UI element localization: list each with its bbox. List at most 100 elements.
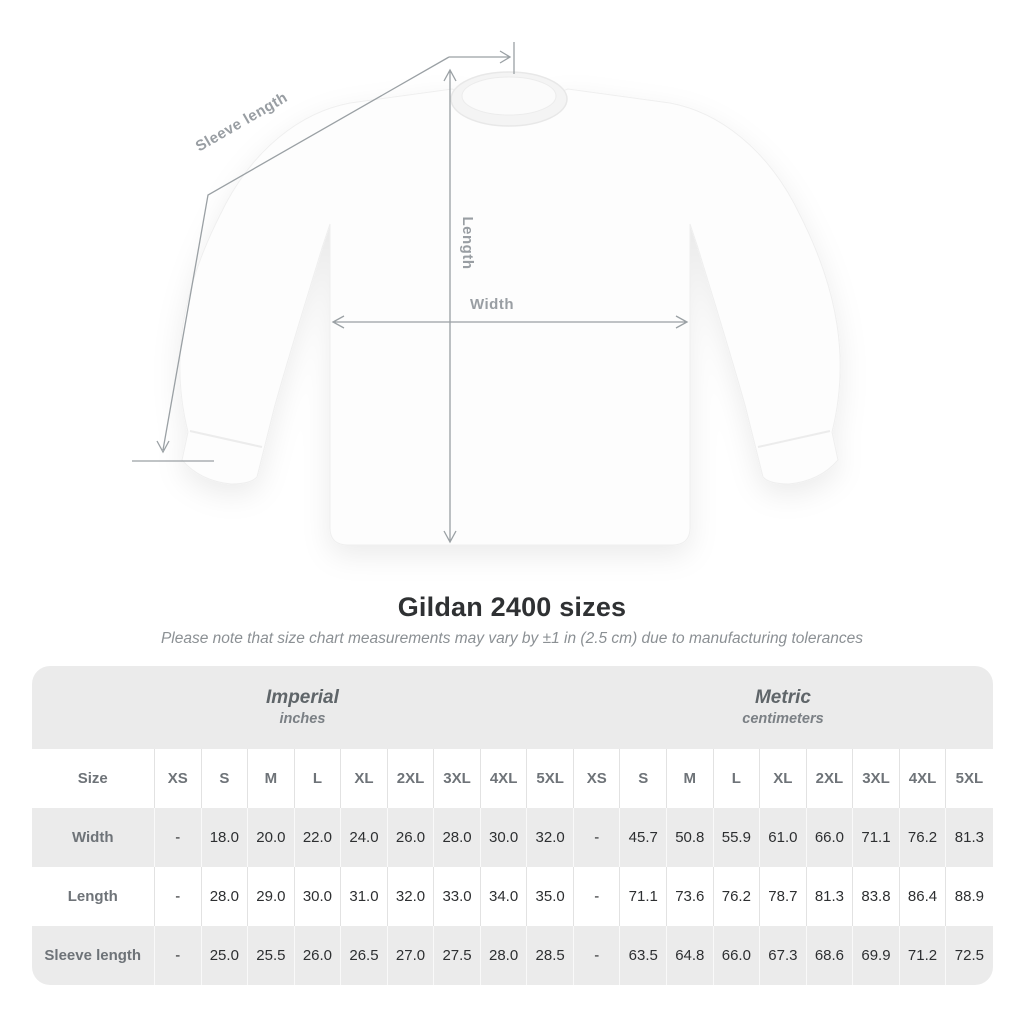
size-table: Imperial inches Metric centimeters Size … — [31, 666, 993, 985]
row-label-length: Length — [31, 867, 155, 926]
cell-width-imperial-xl: 24.0 — [340, 808, 388, 867]
shirt-illustration: Sleeve length Length Width — [132, 42, 841, 546]
cell-width-metric-3xl: 71.1 — [852, 808, 900, 867]
size-header-metric-4xl: 4XL — [898, 749, 946, 808]
width-label: Width — [470, 296, 514, 313]
size-header-metric-2xl: 2XL — [805, 749, 853, 808]
size-header-imperial-3xl: 3XL — [433, 749, 481, 808]
cell-width-imperial-xs: - — [154, 808, 202, 867]
size-header-imperial-2xl: 2XL — [386, 749, 434, 808]
cell-length-imperial-l: 30.0 — [293, 867, 341, 926]
size-header-imperial-m: M — [247, 749, 295, 808]
cell-sleeve-length-imperial-s: 25.0 — [200, 926, 248, 985]
cell-length-metric-xs: - — [572, 867, 620, 926]
size-header-imperial-4xl: 4XL — [479, 749, 527, 808]
cell-length-imperial-3xl: 33.0 — [433, 867, 481, 926]
cell-sleeve-length-imperial-5xl: 28.5 — [526, 926, 574, 985]
cell-width-metric-2xl: 66.0 — [805, 808, 853, 867]
cell-length-metric-s: 71.1 — [619, 867, 667, 926]
imperial-group-unit: inches — [279, 711, 326, 728]
cell-length-metric-xl: 78.7 — [759, 867, 807, 926]
cell-sleeve-length-imperial-4xl: 28.0 — [479, 926, 527, 985]
length-line — [443, 68, 457, 544]
right-cuff-seam — [757, 430, 831, 448]
size-header-metric-3xl: 3XL — [852, 749, 900, 808]
cell-width-imperial-4xl: 30.0 — [479, 808, 527, 867]
size-header-imperial-l: L — [293, 749, 341, 808]
cell-length-metric-4xl: 86.4 — [898, 867, 946, 926]
cell-length-metric-m: 73.6 — [666, 867, 714, 926]
unit-group-row: Imperial inches Metric centimeters — [31, 666, 993, 749]
shirt-diagram: Sleeve length Length Width — [132, 42, 841, 546]
table-row: Length -28.0 29.0 30.0 31.0 32.0 33.0 34.0 35.0-… — [31, 867, 993, 926]
length-label: Length — [459, 217, 476, 270]
size-header-metric-xs: XS — [572, 749, 620, 808]
size-header-imperial-5xl: 5XL — [526, 749, 574, 808]
size-column-header: Size — [31, 749, 155, 808]
cell-sleeve-length-metric-s: 63.5 — [619, 926, 667, 985]
size-header-metric-5xl: 5XL — [945, 749, 993, 808]
cell-length-imperial-m: 29.0 — [247, 867, 295, 926]
cell-sleeve-length-metric-2xl: 68.6 — [805, 926, 853, 985]
shirt-silhouette — [179, 88, 841, 546]
cell-sleeve-length-metric-4xl: 71.2 — [898, 926, 946, 985]
size-header-metric-l: L — [712, 749, 760, 808]
cell-width-metric-m: 50.8 — [666, 808, 714, 867]
size-header-row: Size XS S M L XL 2XL 3XL 4XL 5XL XS S M L XL 2XL 3XL 4XL… — [31, 749, 993, 808]
cell-width-metric-l: 55.9 — [712, 808, 760, 867]
sleeve-length-line — [132, 42, 515, 462]
cell-length-imperial-2xl: 32.0 — [386, 867, 434, 926]
cell-sleeve-length-metric-l: 66.0 — [712, 926, 760, 985]
cell-width-imperial-m: 20.0 — [247, 808, 295, 867]
cell-sleeve-length-imperial-2xl: 27.0 — [386, 926, 434, 985]
tolerance-note: Please note that size chart measurements… — [160, 630, 864, 647]
page-title: Gildan 2400 sizes — [397, 592, 627, 622]
size-header-imperial-s: S — [200, 749, 248, 808]
cell-sleeve-length-imperial-m: 25.5 — [247, 926, 295, 985]
metric-group-header: Metric centimeters — [573, 666, 993, 749]
table-row: Sleeve length -25.0 25.5 26.0 26.5 27.0 27.5 28… — [31, 926, 993, 985]
cell-width-metric-5xl: 81.3 — [945, 808, 993, 867]
cell-sleeve-length-imperial-xl: 26.5 — [340, 926, 388, 985]
cell-sleeve-length-metric-m: 64.8 — [666, 926, 714, 985]
row-label-sleeve-length: Sleeve length — [31, 926, 155, 985]
cell-sleeve-length-metric-5xl: 72.5 — [945, 926, 993, 985]
cell-sleeve-length-imperial-xs: - — [154, 926, 202, 985]
cell-sleeve-length-metric-xs: - — [572, 926, 620, 985]
imperial-group-name: Imperial — [266, 687, 339, 709]
cell-width-imperial-s: 18.0 — [200, 808, 248, 867]
cell-length-metric-l: 76.2 — [712, 867, 760, 926]
cell-sleeve-length-imperial-3xl: 27.5 — [433, 926, 481, 985]
cell-length-imperial-xl: 31.0 — [340, 867, 388, 926]
metric-group-unit: centimeters — [742, 711, 824, 728]
row-label-width: Width — [31, 808, 155, 867]
cell-width-imperial-l: 22.0 — [293, 808, 341, 867]
size-header-metric-xl: XL — [759, 749, 807, 808]
cell-length-metric-5xl: 88.9 — [945, 867, 993, 926]
cell-length-metric-3xl: 83.8 — [852, 867, 900, 926]
cell-length-imperial-4xl: 34.0 — [479, 867, 527, 926]
cell-width-metric-s: 45.7 — [619, 808, 667, 867]
size-header-imperial-xs: XS — [154, 749, 202, 808]
table-row: Width -18.0 20.0 22.0 24.0 26.0 28.0 30.0 32.0-4… — [31, 808, 993, 867]
cell-sleeve-length-metric-xl: 67.3 — [759, 926, 807, 985]
cell-length-imperial-s: 28.0 — [200, 867, 248, 926]
size-header-metric-s: S — [619, 749, 667, 808]
cell-length-imperial-xs: - — [154, 867, 202, 926]
metric-group-name: Metric — [754, 687, 811, 709]
title-block: Gildan 2400 sizes Please note that size … — [0, 592, 1024, 648]
shirt-collar-opening — [461, 76, 557, 116]
cell-width-imperial-5xl: 32.0 — [526, 808, 574, 867]
size-header-metric-m: M — [666, 749, 714, 808]
imperial-group-header: Imperial inches — [31, 666, 574, 749]
cell-width-imperial-3xl: 28.0 — [433, 808, 481, 867]
cell-sleeve-length-imperial-l: 26.0 — [293, 926, 341, 985]
left-cuff-seam — [189, 430, 263, 448]
width-line — [331, 315, 689, 329]
cell-width-metric-xl: 61.0 — [759, 808, 807, 867]
cell-width-imperial-2xl: 26.0 — [386, 808, 434, 867]
cell-width-metric-xs: - — [572, 808, 620, 867]
cell-sleeve-length-metric-3xl: 69.9 — [852, 926, 900, 985]
cell-length-imperial-5xl: 35.0 — [526, 867, 574, 926]
